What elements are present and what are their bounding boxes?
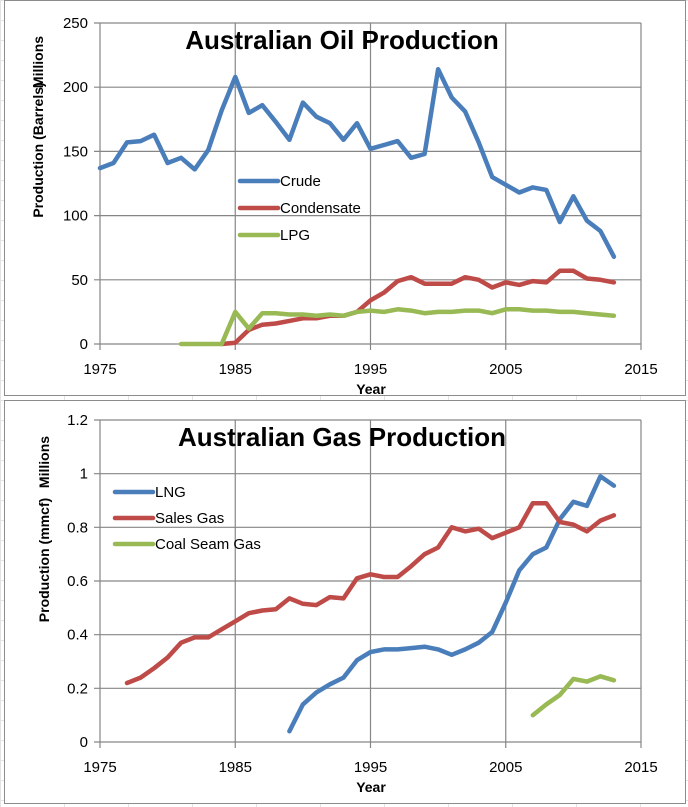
y-tick-label: 0 [80,734,88,751]
y-tick-label: 50 [71,272,88,289]
legend-label: LNG [155,484,186,501]
y-tick-label: 0.2 [67,680,88,697]
x-tick-label: 1985 [219,759,252,776]
y-units-label: Millions [30,36,46,88]
legend-label: Coal Seam Gas [155,536,261,553]
x-axis-title: Year [356,779,386,795]
chart-title: Australian Gas Production [178,422,506,452]
y-tick-label: 1.2 [67,412,88,429]
legend-label: Sales Gas [155,510,224,527]
x-tick-label: 1995 [354,759,387,776]
legend-label: Condensate [280,200,361,217]
series-line-coal-seam-gas[interactable] [530,674,617,718]
series-line-lpg[interactable] [178,307,617,347]
y-tick-label: 200 [63,79,88,96]
x-tick-label: 2005 [489,759,522,776]
x-tick-label: 1975 [83,361,116,378]
y-tick-label: 0.8 [67,519,88,536]
chart-title: Australian Oil Production [185,25,498,55]
y-axis-title: Production (Barrels) [30,82,46,217]
chart-0: 0 50 100 150 200 250 1975 1985 1995 2005 2015 Austr… [30,15,658,397]
legend: LNG Sales Gas Coal Seam Gas [112,484,261,553]
legend: Crude Condensate LPG [237,173,361,244]
y-tick-label: 0 [80,336,88,353]
gas-chart-frame[interactable] [4,400,686,804]
y-axis-title: Production (mmcf) [36,498,52,622]
y-tick-label: 1 [80,466,88,483]
legend-label: Crude [280,173,321,190]
y-tick-label: 150 [63,143,88,160]
x-tick-label: 1995 [354,361,387,378]
y-tick-label: 0.6 [67,573,88,590]
x-tick-label: 2015 [624,361,657,378]
legend-label: LPG [280,227,310,244]
chart-1: 0 0.2 0.4 0.6 0.8 1 1.2 1975 1985 1995 2005 2015 Aus… [36,412,658,795]
y-tick-label: 250 [63,15,88,32]
series-line-condensate[interactable] [219,268,617,347]
y-tick-label: 0.4 [67,627,88,644]
x-tick-label: 2015 [624,759,657,776]
x-tick-label: 1985 [219,361,252,378]
y-tick-label: 100 [63,208,88,225]
series-line-lng[interactable] [287,474,617,734]
series-line-crude[interactable] [97,66,617,259]
x-tick-label: 2005 [489,361,522,378]
x-axis-title: Year [356,381,386,397]
x-tick-label: 1975 [83,759,116,776]
y-units-label: Millions [36,436,52,488]
